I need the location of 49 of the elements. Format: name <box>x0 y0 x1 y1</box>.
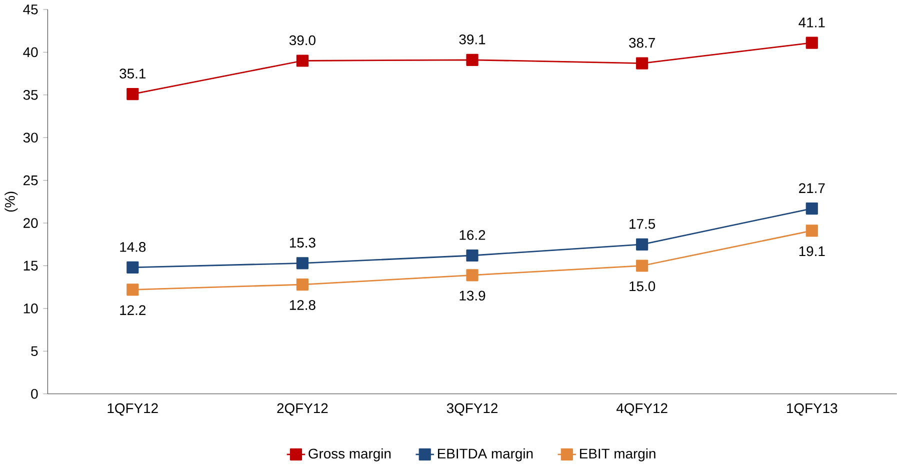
data-label: 41.1 <box>798 18 825 28</box>
data-label: 16.2 <box>460 230 486 240</box>
y-tick-label: 25 <box>24 175 38 186</box>
data-label: 39.1 <box>459 34 486 44</box>
point <box>296 54 308 67</box>
x-tick-label: 1QFY12 <box>108 403 158 416</box>
x-tick-label: 4QFY12 <box>616 403 668 416</box>
x-tick-label: 1QFY13 <box>787 403 838 416</box>
y-tick-label: 0 <box>31 389 38 399</box>
legend-label: EBITDA margin <box>438 448 533 462</box>
y-tick-label: 10 <box>24 304 38 314</box>
data-label: 14.8 <box>120 242 146 252</box>
point <box>636 260 648 272</box>
data-label: 35.1 <box>120 68 146 79</box>
x-tick-label: 2QFY12 <box>277 403 328 416</box>
legend-label: Gross margin <box>308 448 391 462</box>
data-label: 12.8 <box>290 300 316 310</box>
point <box>466 269 478 282</box>
y-tick-label: 20 <box>24 218 38 228</box>
point <box>806 36 818 49</box>
y-tick-label: 40 <box>23 47 38 58</box>
point <box>126 262 139 274</box>
y-tick-label: 45 <box>23 4 38 14</box>
y-tick-label: 5 <box>31 346 38 356</box>
data-label: 17.5 <box>630 219 656 229</box>
point <box>806 224 818 237</box>
data-label: 15.0 <box>630 281 656 292</box>
point <box>806 202 818 215</box>
point <box>296 278 308 291</box>
x-tick-label: 3QFY12 <box>446 403 498 416</box>
point <box>296 257 308 270</box>
point <box>636 57 648 70</box>
y-axis-title: (%) <box>4 192 18 212</box>
y-tick-label: 30 <box>23 132 38 143</box>
data-label: 12.2 <box>120 305 146 316</box>
point <box>466 54 478 66</box>
data-label: 21.7 <box>799 183 825 194</box>
point <box>466 250 478 262</box>
y-tick-label: 15 <box>24 260 38 271</box>
point <box>126 284 139 296</box>
data-label: 19.1 <box>799 246 825 256</box>
data-label: 38.7 <box>629 38 655 48</box>
y-tick-label: 35 <box>23 90 38 100</box>
data-label: 39.0 <box>289 35 316 46</box>
data-label: 15.3 <box>290 238 316 248</box>
point <box>126 88 139 100</box>
point <box>636 238 648 251</box>
legend-label: EBIT margin <box>580 448 656 462</box>
data-label: 13.9 <box>460 290 486 301</box>
